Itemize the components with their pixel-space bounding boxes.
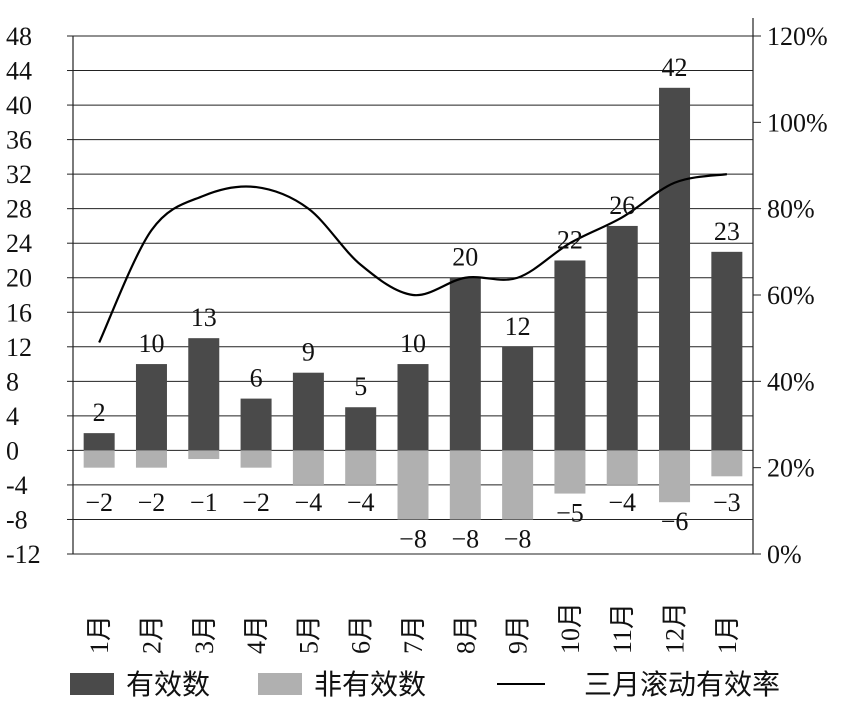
invalid-bar (84, 450, 115, 467)
left-axis-tick-label: 48 (6, 22, 32, 51)
valid-bar-label: 6 (250, 364, 263, 393)
right-axis-tick-label: 80% (767, 195, 815, 224)
invalid-bar-label: −5 (556, 499, 584, 528)
valid-bar-label: 12 (505, 312, 531, 341)
left-axis-tick-label: 4 (6, 402, 19, 431)
left-axis-tick-label: 44 (6, 57, 32, 86)
valid-bar-label: 13 (191, 303, 217, 332)
left-axis-tick-label: 40 (6, 91, 32, 120)
legend-swatch-valid (70, 673, 114, 695)
valid-bar-label: 10 (138, 329, 164, 358)
legend-label-rate: 三月滚动有效率 (584, 669, 780, 701)
valid-bar-label: 20 (452, 243, 478, 272)
invalid-bar-label: −4 (295, 488, 323, 517)
x-axis-tick-label: 6月 (347, 615, 376, 654)
valid-bar-label: 26 (609, 191, 635, 220)
x-axis-tick-label: 7月 (399, 615, 428, 654)
valid-bar (502, 347, 533, 451)
x-axis-tick-label: 1月 (85, 615, 114, 654)
left-axis-tick-label: -12 (6, 540, 41, 569)
left-axis-tick-label: 28 (6, 195, 32, 224)
x-axis-tick-label: 8月 (451, 615, 480, 654)
valid-bar (450, 278, 481, 451)
legend-label-invalid: 非有效数 (314, 669, 426, 701)
invalid-bar-label: −2 (242, 488, 270, 517)
right-axis-tick-label: 60% (767, 281, 815, 310)
valid-bar-label: 5 (354, 372, 367, 401)
left-axis-tick-label: -8 (6, 505, 28, 534)
invalid-bar (241, 450, 272, 467)
x-axis-tick-label: 1月 (713, 615, 742, 654)
right-axis-tick-label: 120% (767, 22, 828, 51)
valid-bar (84, 433, 115, 450)
bars (84, 88, 743, 520)
right-axis-tick-label: 20% (767, 454, 815, 483)
invalid-bar (293, 450, 324, 485)
invalid-bar-label: −8 (504, 524, 532, 553)
legend-label-valid: 有效数 (126, 669, 210, 701)
valid-bar-label: 22 (557, 225, 583, 254)
legend-swatch-invalid (258, 673, 302, 695)
left-axis-tick-label: 24 (6, 229, 32, 258)
x-axis-tick-label: 10月 (556, 602, 585, 654)
left-axis-tick-label: 16 (6, 298, 32, 327)
left-axis-tick-label: 8 (6, 367, 19, 396)
x-axis-tick-label: 9月 (504, 615, 533, 654)
valid-bar (293, 373, 324, 451)
right-axis-tick-label: 40% (767, 367, 815, 396)
invalid-bar (188, 450, 219, 459)
invalid-bar (345, 450, 376, 485)
valid-bar-label: 42 (662, 53, 688, 82)
invalid-bar-label: −3 (713, 488, 741, 517)
invalid-bar-label: −2 (138, 488, 166, 517)
invalid-bar (398, 450, 429, 519)
invalid-bar (711, 450, 742, 476)
valid-bar (345, 407, 376, 450)
left-axis-tick-label: -4 (6, 471, 28, 500)
valid-bar (607, 226, 638, 450)
invalid-bar (136, 450, 167, 467)
x-axis-tick-label: 11月 (608, 603, 637, 654)
invalid-bar (502, 450, 533, 519)
invalid-bar (659, 450, 690, 502)
valid-bar-label: 10 (400, 329, 426, 358)
left-axis-tick-label: 0 (6, 436, 19, 465)
left-axis-tick-label: 32 (6, 160, 32, 189)
x-axis-tick-label: 5月 (294, 615, 323, 654)
invalid-bar-label: −8 (451, 524, 479, 553)
valid-bar (188, 338, 219, 450)
valid-bar-label: 9 (302, 338, 315, 367)
x-axis-tick-label: 4月 (242, 615, 271, 654)
left-axis-tick-label: 12 (6, 333, 32, 362)
right-axis-tick-label: 100% (767, 108, 828, 137)
invalid-bar-label: −2 (85, 488, 113, 517)
x-axis-tick-label: 2月 (137, 615, 166, 654)
invalid-bar-label: −8 (399, 524, 427, 553)
invalid-bar (554, 450, 585, 493)
x-axis-tick-label: 3月 (190, 615, 219, 654)
valid-bar (241, 399, 272, 451)
invalid-bar-label: −4 (347, 488, 375, 517)
valid-bar (398, 364, 429, 450)
legend: 有效数 非有效数 三月滚动有效率 (70, 669, 780, 701)
invalid-bar (450, 450, 481, 519)
valid-bar (136, 364, 167, 450)
valid-bar-label: 2 (93, 398, 106, 427)
valid-bar (659, 88, 690, 451)
invalid-bar (607, 450, 638, 485)
valid-bar (554, 260, 585, 450)
valid-bar (711, 252, 742, 451)
invalid-bar-label: −6 (661, 507, 689, 536)
left-axis-tick-label: 36 (6, 126, 32, 155)
x-axis-tick-label: 12月 (661, 602, 690, 654)
valid-bar-label: 23 (714, 217, 740, 246)
right-axis-tick-label: 0% (767, 540, 802, 569)
left-axis-tick-label: 20 (6, 264, 32, 293)
invalid-bar-label: −1 (190, 488, 218, 517)
invalid-bar-label: −4 (608, 488, 636, 517)
